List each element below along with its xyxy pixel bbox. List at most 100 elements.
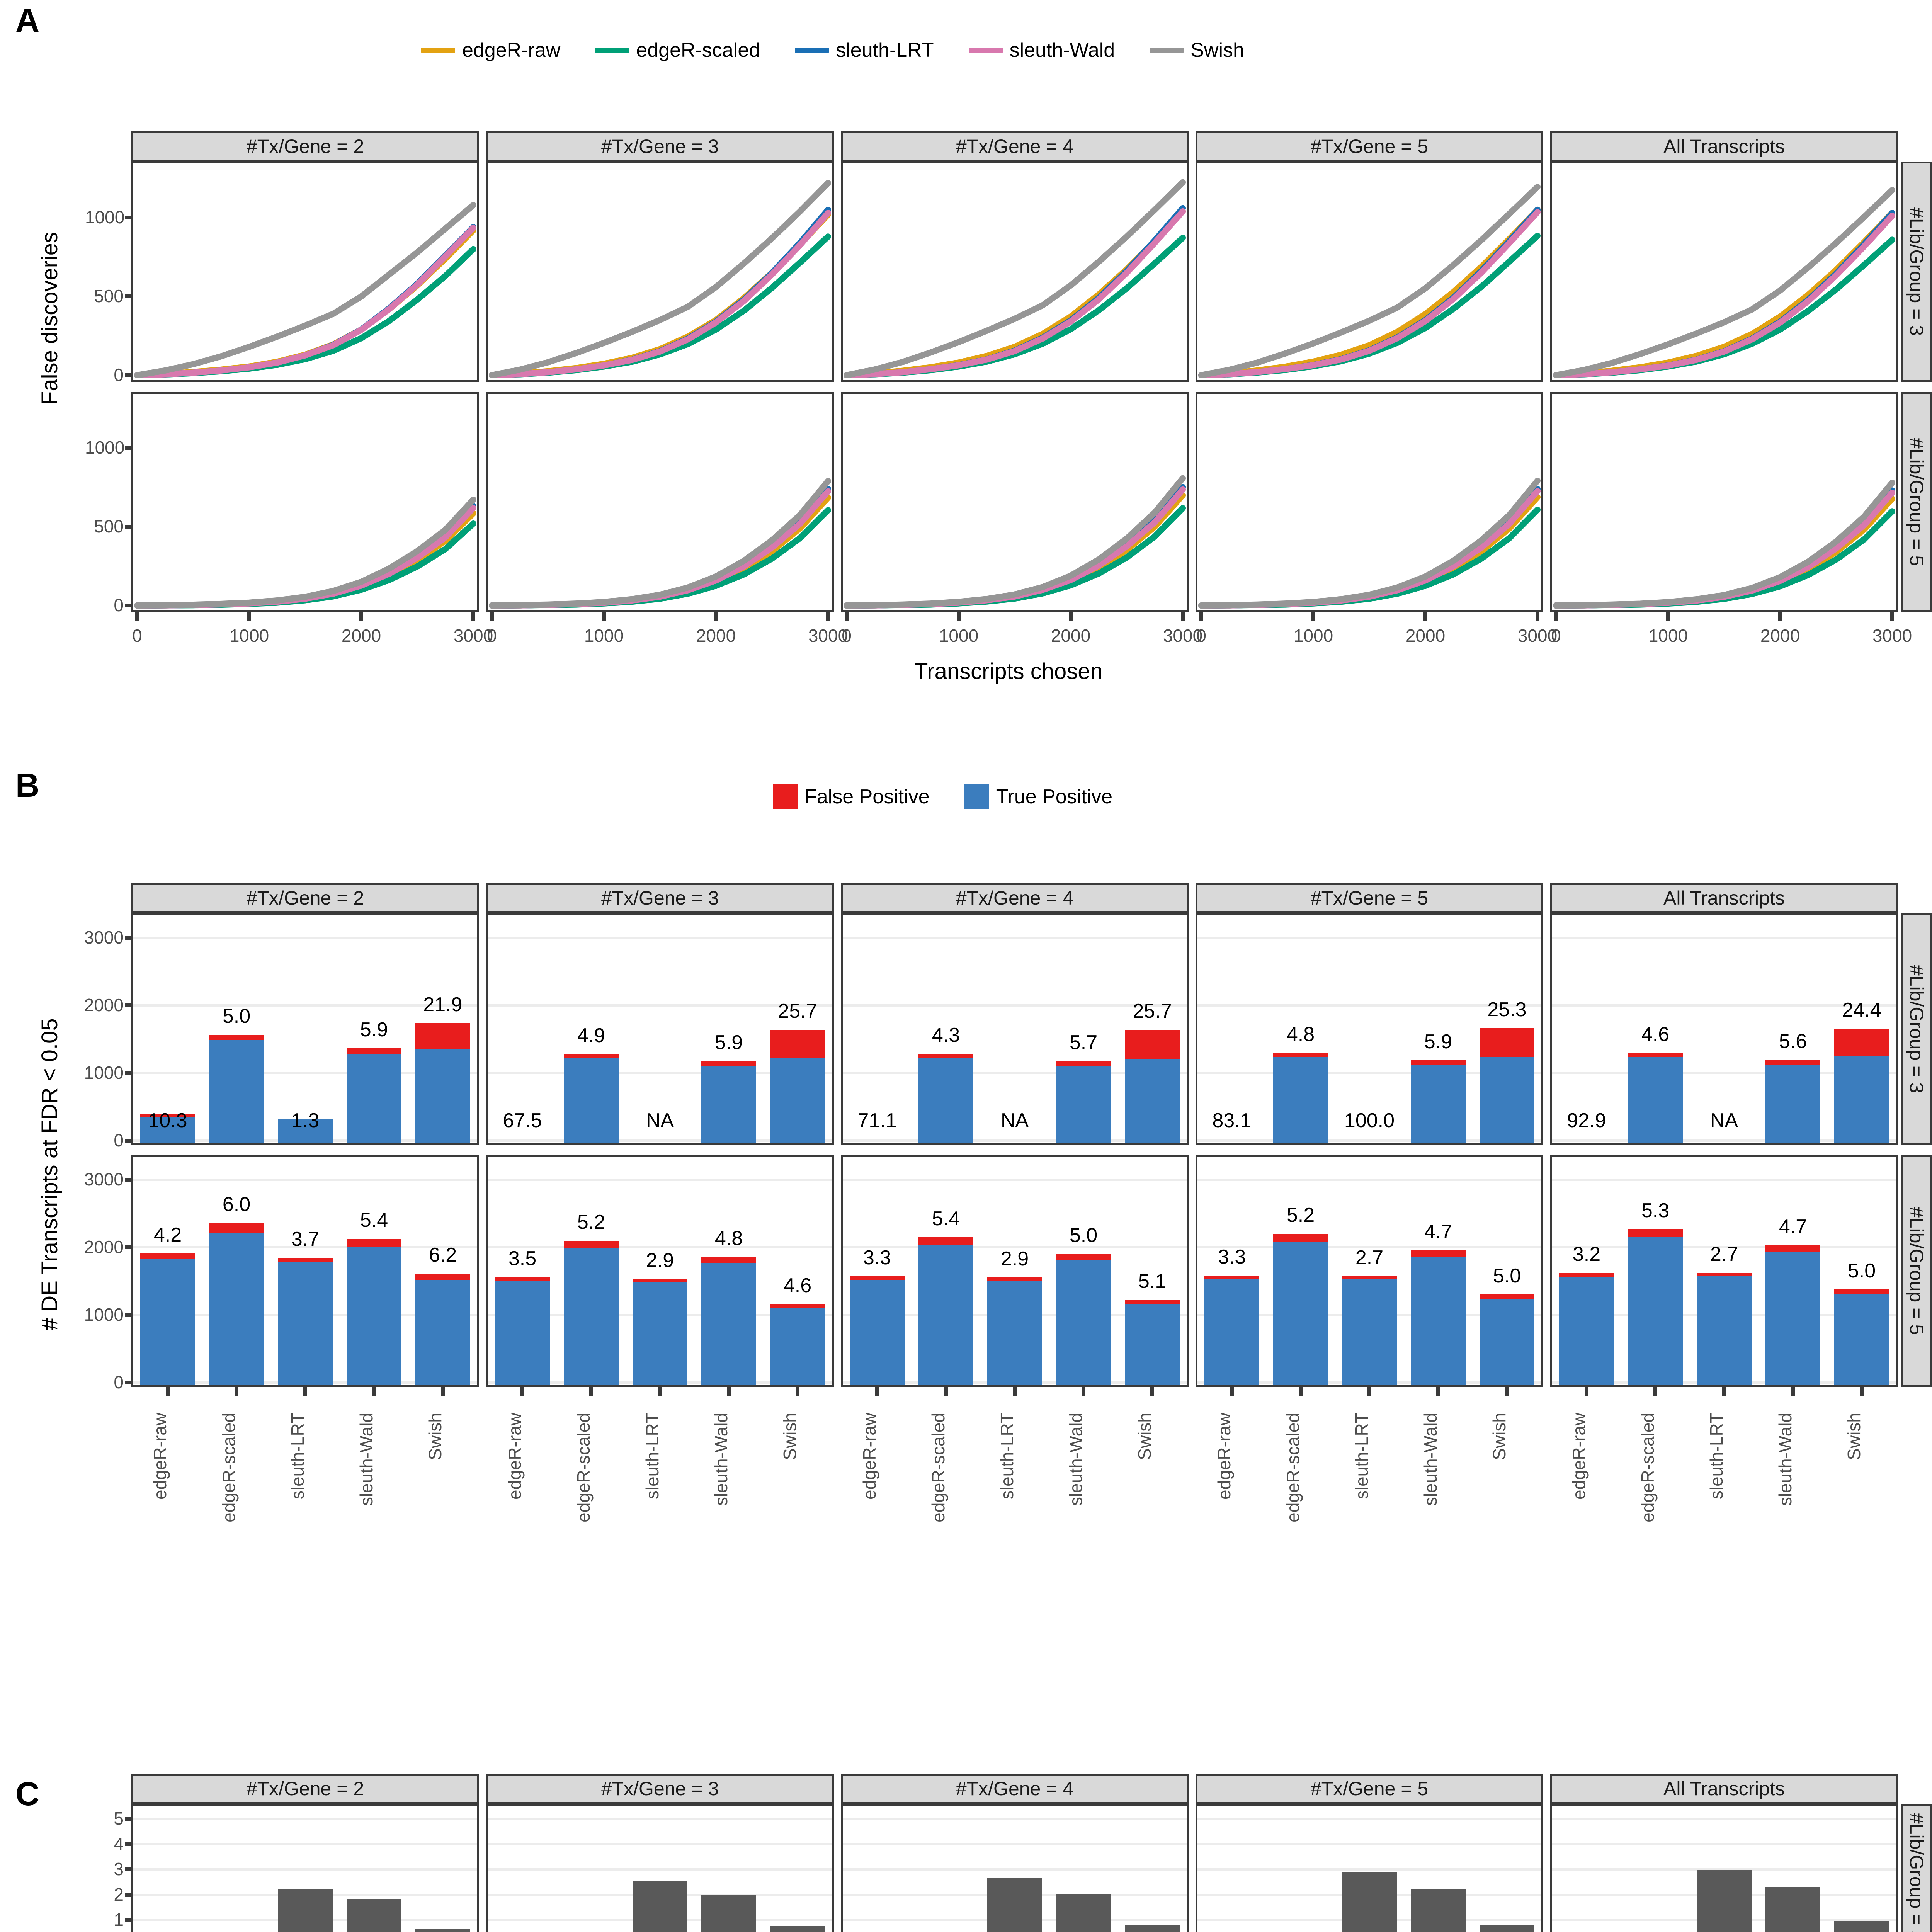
true-positive-segment [1410, 1257, 1466, 1385]
panel-c-y-tick: 1 [114, 1910, 124, 1930]
panel-b-x-tick: sleuth-LRT [642, 1413, 662, 1500]
panel-a-x-tickmark [490, 612, 494, 621]
panel-b-gridline [488, 936, 832, 939]
false-positive-segment [1056, 1254, 1111, 1260]
panel-b-x-tick: Swish [1844, 1413, 1864, 1460]
panel-b-bar-label: 24.4 [1842, 998, 1881, 1021]
panel-b-bar-label: 5.9 [1424, 1031, 1452, 1053]
panel-b-bar-swish [770, 1304, 825, 1385]
panel-c-bar-swish [1834, 1921, 1889, 1932]
panel-a-lines [1198, 478, 1541, 609]
true-positive-segment [987, 1281, 1043, 1385]
panel-c-gridline [488, 1818, 832, 1820]
panel-b-bar-label: 25.3 [1487, 998, 1527, 1021]
panel-c-y-tickmark [125, 1867, 131, 1872]
true-positive-segment [415, 1049, 471, 1143]
true-positive-segment [140, 1116, 196, 1143]
series-swish [489, 478, 831, 609]
panel-b-col-strip-0: #Tx/Gene = 2 [131, 883, 479, 913]
false-positive-segment [1628, 1229, 1683, 1238]
panel-b-bar-label: 5.0 [1069, 1224, 1098, 1247]
panel-a-x-tickmark [1778, 612, 1782, 621]
panel-a-y-tickmark [125, 525, 131, 529]
true-positive-segment [1628, 1057, 1683, 1143]
panel-b-gridline [1552, 1071, 1896, 1074]
panel-b-bar-label: 1.3 [291, 1109, 320, 1132]
panel-b-x-tick: edgeR-raw [1569, 1413, 1589, 1500]
true-positive-segment [1342, 1279, 1397, 1385]
panel-a-cell-r1-c0 [131, 392, 479, 612]
panel-b-bar-edger-scaled [918, 1053, 974, 1143]
panel-b-bar-sleuth-wald [1410, 1060, 1466, 1143]
panel-b-cell-r1-c2: 3.3 5.4 2.9 5.0 5.1 [841, 1155, 1189, 1387]
panel-b-bar-sleuth-wald [701, 1061, 757, 1143]
panel-a-x-tickmark [1554, 612, 1558, 621]
panel-c-bar-swish [1479, 1925, 1535, 1932]
series-edger-scaled [844, 505, 1186, 609]
legend-item-false-positive: False Positive [773, 784, 930, 809]
true-positive-segment [1479, 1057, 1535, 1143]
panel-b-bar-sleuth-lrt [277, 1257, 333, 1385]
panel-b-bar-label: NA [1710, 1109, 1738, 1132]
panel-c-gridline [1552, 1868, 1896, 1871]
panel-c-gridline [133, 1818, 477, 1820]
panel-b-bar-edger-raw [140, 1253, 196, 1385]
panel-a-x-tick: 0 [132, 626, 142, 646]
panel-b-bar-sleuth-wald [1765, 1060, 1821, 1143]
panel-b-gridline [133, 1246, 477, 1248]
panel-b-bar-sleuth-lrt [1696, 1273, 1752, 1385]
panel-a-lines [1553, 480, 1895, 609]
panel-a-x-tickmark [471, 612, 475, 621]
true-positive-segment [1479, 1299, 1535, 1385]
panel-c-y-tick: 2 [114, 1884, 124, 1905]
true-positive-segment [701, 1263, 757, 1385]
panel-a-cell-r1-c3 [1196, 392, 1543, 612]
true-positive-segment [1696, 1276, 1752, 1385]
panel-b-bar-label: 21.9 [423, 993, 463, 1016]
panel-b-col-strip-1: #Tx/Gene = 3 [486, 883, 834, 913]
false-positive-segment [770, 1304, 825, 1308]
panel-b-bar-swish [770, 1029, 825, 1143]
panel-b-bar-edger-scaled [209, 1034, 264, 1143]
panel-a-x-tick: 2000 [1405, 626, 1446, 646]
panel-b-x-tickmark [1722, 1387, 1726, 1396]
panel-b-cell-r1-c0: 4.2 6.0 3.7 5.4 6.2 [131, 1155, 479, 1387]
panel-a-x-tick: 1000 [1293, 626, 1333, 646]
panel-c-cell-r0-c2 [841, 1804, 1189, 1932]
panel-c-gridline [843, 1868, 1187, 1871]
series-swish [134, 497, 476, 609]
panel-b-gridline [1197, 1139, 1541, 1142]
series-sleuth-wald [134, 505, 476, 609]
panel-a-x-tick: 3000 [453, 626, 493, 646]
panel-c-y-tick: 4 [114, 1833, 124, 1854]
panel-b-y-tickmark [125, 935, 131, 940]
panel-a-x-tick: 3000 [1163, 626, 1203, 646]
panel-c-bar-sleuth-lrt [987, 1878, 1043, 1932]
panel-c-gridline [488, 1868, 832, 1871]
panel-c-col-strip-3: #Tx/Gene = 5 [1196, 1774, 1543, 1804]
false-positive-segment [1410, 1250, 1466, 1257]
false-positive-segment [1342, 1276, 1397, 1279]
panel-a-x-tickmark [845, 612, 849, 621]
panel-b-bar-label: 4.8 [1286, 1023, 1315, 1046]
panel-b-y-tick: 2000 [84, 1236, 124, 1257]
panel-a-x-tickmark [359, 612, 363, 621]
panel-a-x-tickmark [247, 612, 251, 621]
false-positive-segment [1479, 1294, 1535, 1299]
panel-c-y-tickmark [125, 1893, 131, 1897]
panel-b-bar-label: 83.1 [1212, 1109, 1252, 1132]
true-positive-segment [209, 1232, 264, 1385]
panel-b-bar-label: 5.7 [1069, 1031, 1098, 1054]
true-positive-segment [1628, 1237, 1683, 1385]
panel-b-x-tickmark [1367, 1387, 1371, 1396]
panel-b-gridline [1552, 1004, 1896, 1007]
panel-b-x-tick: edgeR-scaled [573, 1413, 594, 1522]
panel-a-x-tick: 1000 [1648, 626, 1688, 646]
panel-a-cell-r1-c2 [841, 392, 1189, 612]
panel-b-x-tick: Swish [780, 1413, 800, 1460]
panel-b-bar-label: 4.3 [932, 1024, 960, 1046]
panel-a-col-strip-2: #Tx/Gene = 4 [841, 131, 1189, 162]
panel-b-x-tick: edgeR-raw [1214, 1413, 1234, 1500]
panel-b-bar-edger-scaled [1273, 1053, 1328, 1143]
